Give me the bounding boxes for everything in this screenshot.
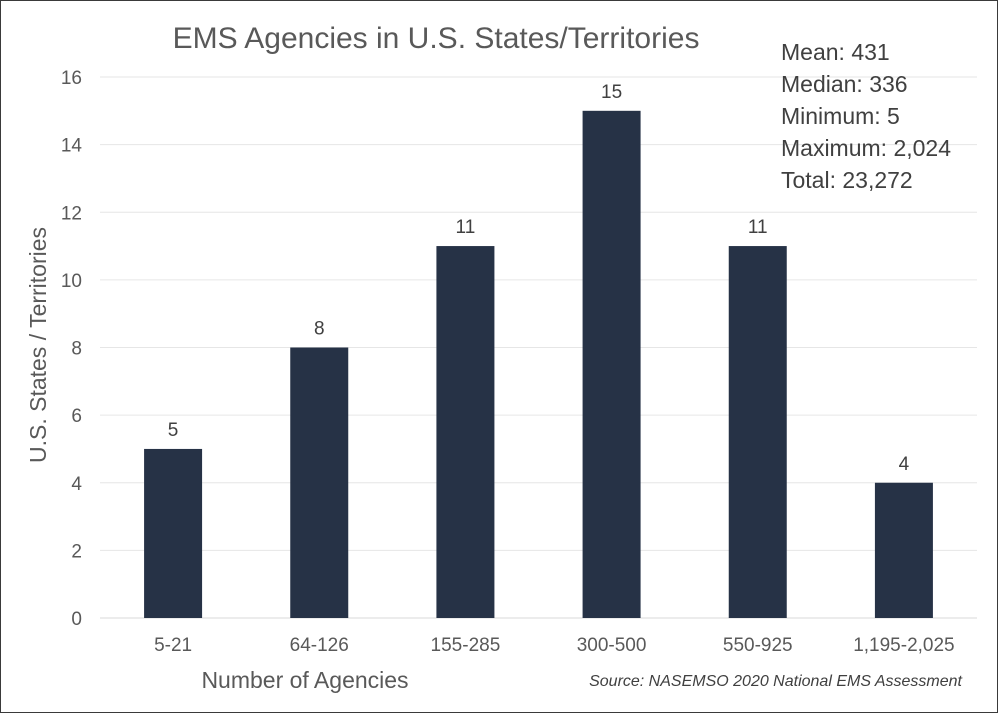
x-tick-label: 1,195-2,025 bbox=[853, 635, 954, 656]
x-tick-label: 300-500 bbox=[577, 635, 647, 656]
stat-total: Total: 23,272 bbox=[781, 167, 913, 193]
x-ticks: 5-21 64-126 155-285 300-500 550-925 1,195-2,0… bbox=[154, 635, 955, 656]
data-label: 5 bbox=[168, 420, 179, 441]
y-tick-label: 12 bbox=[61, 203, 82, 224]
x-tick-label: 64-126 bbox=[290, 635, 349, 656]
data-label: 11 bbox=[456, 217, 476, 238]
y-tick-label: 10 bbox=[61, 271, 82, 292]
y-tick-label: 0 bbox=[71, 609, 82, 630]
gridlines bbox=[100, 76, 977, 619]
bar bbox=[874, 482, 933, 618]
x-tick-label: 5-21 bbox=[154, 635, 192, 656]
data-label: 15 bbox=[601, 82, 622, 103]
bars bbox=[144, 110, 933, 618]
stat-mean: Mean: 431 bbox=[781, 39, 890, 65]
chart-title: EMS Agencies in U.S. States/Territories bbox=[173, 22, 700, 55]
y-tick-label: 2 bbox=[71, 541, 82, 562]
data-label: 8 bbox=[314, 319, 325, 340]
bar bbox=[144, 448, 203, 618]
y-tick-label: 14 bbox=[61, 136, 83, 157]
x-tick-label: 155-285 bbox=[431, 635, 501, 656]
bar bbox=[728, 246, 787, 618]
bar bbox=[436, 246, 495, 618]
x-tick-label: 550-925 bbox=[723, 635, 793, 656]
y-axis-title: U.S. States / Territories bbox=[25, 227, 51, 463]
bar bbox=[290, 347, 349, 618]
y-tick-label: 8 bbox=[71, 339, 82, 360]
source-note: Source: NASEMSO 2020 National EMS Assess… bbox=[589, 673, 962, 690]
y-tick-label: 16 bbox=[61, 68, 82, 89]
data-label: 11 bbox=[748, 217, 768, 238]
y-tick-label: 4 bbox=[71, 474, 82, 495]
y-ticks: 0 2 4 6 8 10 12 14 16 bbox=[61, 68, 83, 630]
stat-minimum: Minimum: 5 bbox=[781, 103, 900, 129]
y-tick-label: 6 bbox=[71, 406, 82, 427]
x-axis-title: Number of Agencies bbox=[201, 667, 408, 693]
data-label: 4 bbox=[899, 454, 910, 475]
bar bbox=[582, 110, 641, 618]
stat-median: Median: 336 bbox=[781, 71, 908, 97]
data-labels: 5 8 11 15 11 4 bbox=[168, 82, 910, 475]
stats-box: Mean: 431 Median: 336 Minimum: 5 Maximum… bbox=[781, 39, 951, 193]
stat-maximum: Maximum: 2,024 bbox=[781, 135, 951, 161]
